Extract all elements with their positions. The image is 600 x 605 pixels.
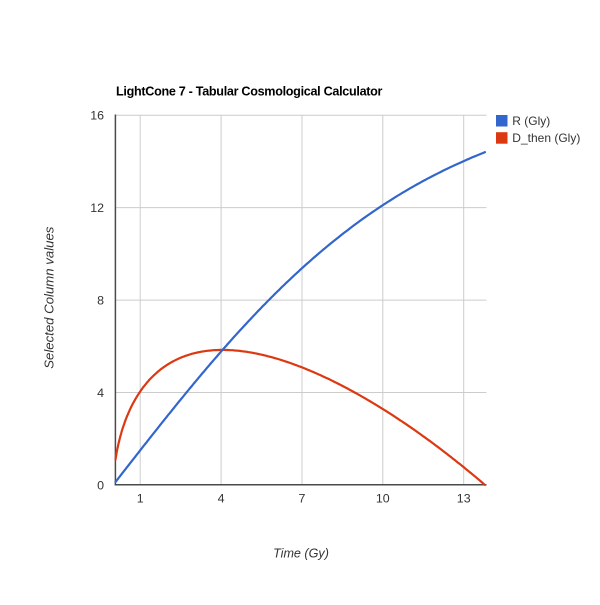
svg-text:Selected Column values: Selected Column values: [42, 226, 57, 369]
svg-text:4: 4: [97, 386, 104, 400]
svg-text:4: 4: [218, 492, 225, 506]
svg-text:0: 0: [97, 478, 104, 492]
svg-text:8: 8: [97, 294, 104, 308]
svg-text:D_then (Gly): D_then (Gly): [512, 131, 580, 145]
svg-text:1: 1: [137, 492, 144, 506]
svg-text:R (Gly): R (Gly): [512, 114, 550, 128]
svg-text:Time (Gy): Time (Gy): [273, 546, 329, 560]
svg-text:10: 10: [376, 492, 390, 506]
svg-text:LightCone 7 - Tabular Cosmolog: LightCone 7 - Tabular Cosmological Calcu…: [116, 84, 383, 98]
svg-text:16: 16: [90, 109, 104, 123]
svg-text:13: 13: [457, 492, 471, 506]
svg-text:7: 7: [299, 492, 306, 506]
svg-text:12: 12: [90, 201, 104, 215]
